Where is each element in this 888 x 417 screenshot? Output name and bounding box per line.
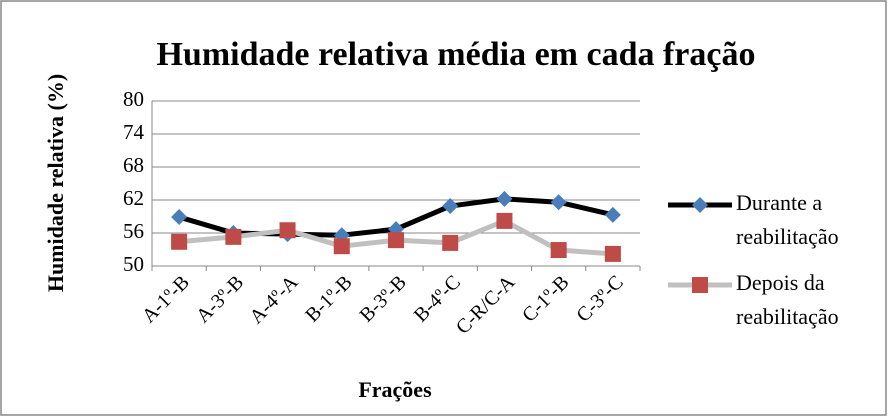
data-point bbox=[550, 242, 567, 259]
legend-marker bbox=[692, 197, 708, 213]
y-tick-label: 62 bbox=[123, 186, 144, 210]
data-point bbox=[496, 190, 513, 207]
data-point bbox=[442, 198, 459, 215]
legend-label: Depois da reabilitação bbox=[736, 270, 839, 329]
data-point bbox=[604, 206, 621, 223]
y-tick-label: 50 bbox=[123, 252, 144, 276]
data-point bbox=[171, 233, 188, 250]
legend-marker bbox=[692, 277, 708, 293]
y-tick-label: 68 bbox=[123, 153, 144, 177]
data-point bbox=[550, 194, 567, 211]
data-point bbox=[171, 209, 188, 226]
y-axis-label: Humidade relativa (%) bbox=[43, 74, 68, 292]
legend-label: Durante a reabilitação bbox=[736, 190, 839, 249]
data-point bbox=[225, 228, 242, 245]
data-point bbox=[333, 238, 350, 255]
x-axis-label: Frações bbox=[358, 377, 432, 402]
chart-title: Humidade relativa média em cada fração bbox=[156, 36, 755, 73]
data-point bbox=[496, 212, 513, 229]
y-tick-label: 56 bbox=[123, 219, 144, 243]
data-point bbox=[279, 222, 296, 239]
data-point bbox=[604, 245, 621, 262]
y-tick-label: 74 bbox=[123, 120, 145, 144]
data-point bbox=[442, 234, 459, 251]
data-point bbox=[388, 232, 404, 249]
y-tick-label: 80 bbox=[123, 87, 144, 111]
